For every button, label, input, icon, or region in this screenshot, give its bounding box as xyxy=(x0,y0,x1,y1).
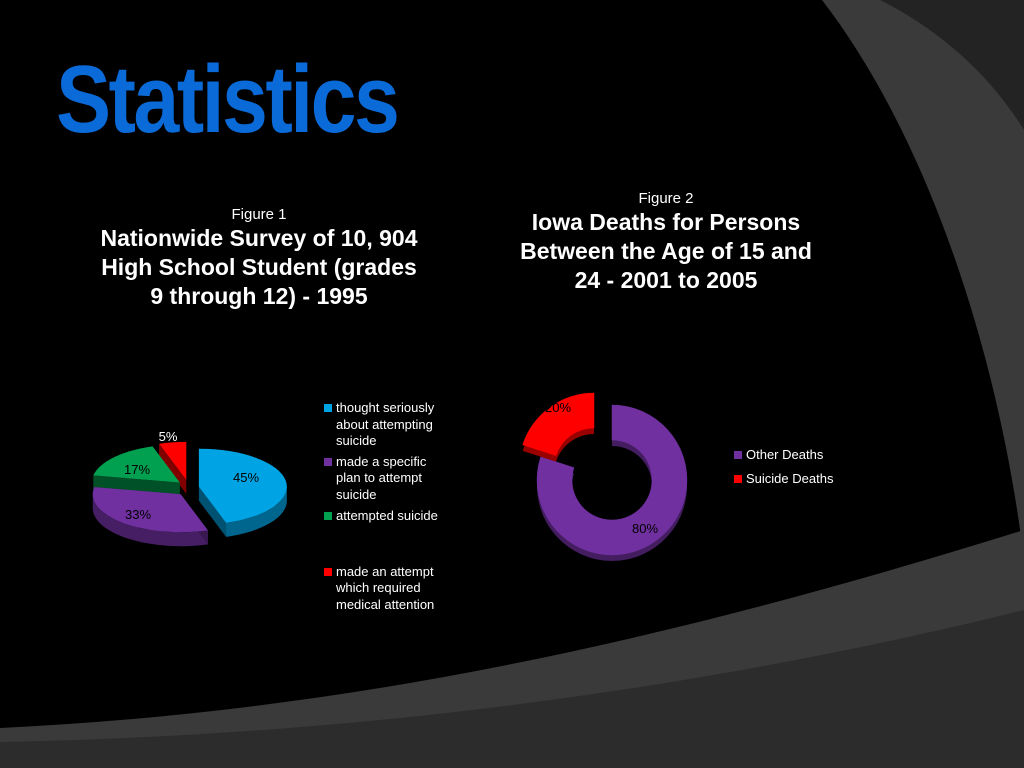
doughnut-segment-other-deaths xyxy=(536,404,688,556)
pie1-data-label-thought-seriously-about-attempting-suici: 45% xyxy=(233,470,259,485)
legend-label: Other Deaths xyxy=(746,447,824,462)
legend-swatch xyxy=(734,474,742,483)
figure2-label: Figure 2 xyxy=(638,190,694,207)
figure1-title: Nationwide Survey of 10, 904 High School… xyxy=(100,225,418,309)
figure1-pie-chart: 45% 33% 17% 5% xyxy=(92,429,287,547)
legend-item-medical-attention: made an attempt which required medical a… xyxy=(324,564,454,614)
legend-label: thought seriously about attempting suici… xyxy=(336,400,435,448)
pie1-slice-cut-made-an-attempt-which-required-medical-a-0 xyxy=(159,443,187,494)
legend-label: Suicide Deaths xyxy=(746,470,834,486)
pie1-slice-made-an-attempt-which-required-medical-a xyxy=(159,441,187,480)
legend-item-thought-seriously: thought seriously about attempting suici… xyxy=(324,400,454,450)
figure1-legend: thought seriously about attempting suici… xyxy=(324,400,454,613)
decor-band-right-light xyxy=(822,0,1024,560)
figure2-title: Iowa Deaths for Persons Between the Age … xyxy=(520,209,812,293)
pie1-slice-thought-seriously-about-attempting-suici xyxy=(198,448,287,523)
pie1-slice-side-thought-seriously-about-attempting-suici xyxy=(226,486,287,537)
slide-title: Statistics xyxy=(56,46,400,153)
legend-item-attempted: attempted suicide xyxy=(324,508,454,525)
doughnut-segment-suicide-deaths xyxy=(522,392,595,456)
decor-band-bottom-dark xyxy=(0,610,1024,768)
pie1-slice-cut-thought-seriously-about-attempting-suici-1 xyxy=(198,486,227,537)
pie1-data-label-made-a-specific-plan-to-attempt-suicide: 33% xyxy=(125,507,151,522)
pie1-data-label-attempted-suicide: 17% xyxy=(124,462,150,477)
legend-swatch xyxy=(734,451,742,459)
pie1-data-label-made-an-attempt-which-required-medical-a: 5% xyxy=(159,429,178,444)
legend-label: attempted suicide xyxy=(336,508,438,523)
decor-band-right-dark xyxy=(880,0,1024,130)
pie1-slice-side-made-a-specific-plan-to-attempt-suicide xyxy=(92,494,208,547)
legend-label: made an attempt which required medical a… xyxy=(336,563,435,612)
figure1-label: Figure 1 xyxy=(231,206,287,223)
legend-swatch xyxy=(324,512,332,520)
legend-item-other-deaths: Other Deaths xyxy=(734,447,864,464)
legend-swatch xyxy=(324,404,332,412)
legend-label: made a specific plan to attempt suicide xyxy=(336,453,427,502)
pie1-slice-made-a-specific-plan-to-attempt-suicide xyxy=(92,487,208,533)
legend-swatch xyxy=(324,567,332,576)
figure2-header: Figure 2 Iowa Deaths for Persons Between… xyxy=(516,190,816,295)
doughnut-data-label-suicide-deaths: 20% xyxy=(545,400,571,415)
figure2-doughnut-chart: 80% 20% xyxy=(522,392,688,561)
legend-item-specific-plan: made a specific plan to attempt suicide xyxy=(324,454,454,504)
legend-item-suicide-deaths: Suicide Deaths xyxy=(734,471,864,488)
legend-swatch xyxy=(324,457,332,466)
figure2-legend: Other Deaths Suicide Deaths xyxy=(734,447,864,487)
pie1-slice-attempted-suicide xyxy=(93,446,180,483)
doughnut-data-label-other-deaths: 80% xyxy=(632,521,658,536)
figure1-header: Figure 1 Nationwide Survey of 10, 904 Hi… xyxy=(96,206,422,311)
pie1-slice-cut-attempted-suicide-0 xyxy=(93,475,180,497)
